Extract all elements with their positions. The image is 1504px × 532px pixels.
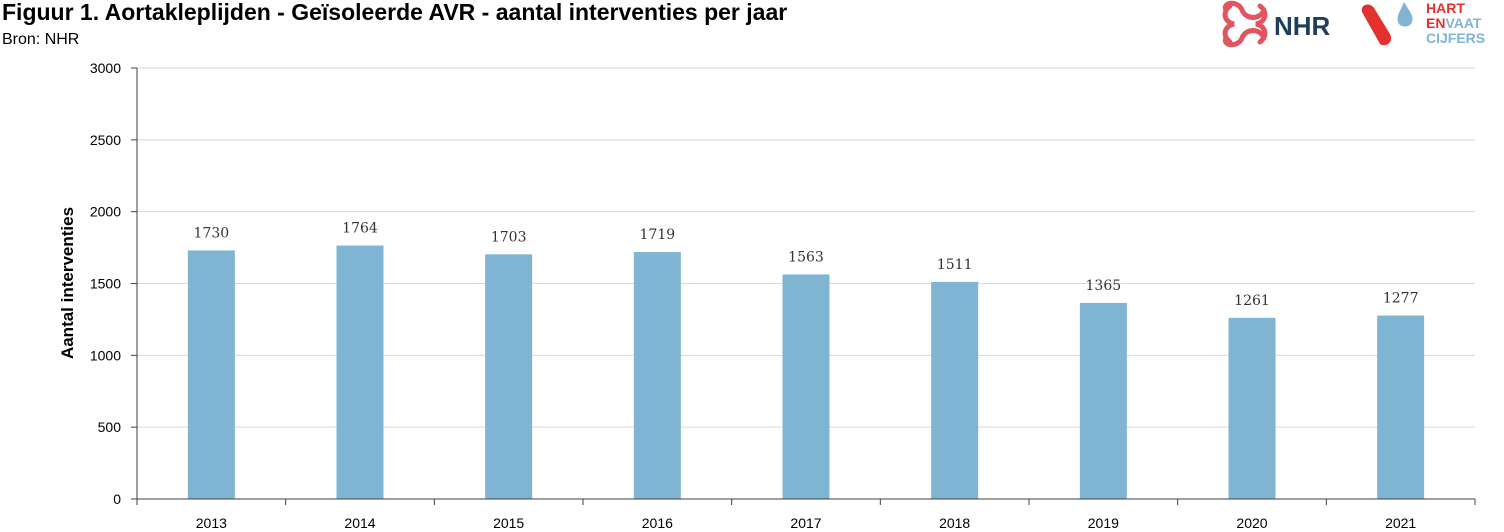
x-tick-label: 2017	[790, 515, 821, 531]
x-tick-label: 2020	[1236, 515, 1267, 531]
hart-en-vaat-logo: HART ENVAAT CIJFERS	[1361, 0, 1485, 46]
axes	[131, 67, 1476, 505]
y-tick-label: 1000	[90, 347, 121, 363]
water-drop-icon	[1397, 2, 1413, 27]
hev-line2b: VAAT	[1445, 15, 1481, 31]
x-tick-label: 2019	[1088, 515, 1119, 531]
x-tick-label: 2013	[196, 515, 227, 531]
bar	[1377, 315, 1425, 499]
x-tick-label: 2015	[493, 515, 524, 531]
y-tick-label: 3000	[90, 60, 121, 76]
hev-line1: HART	[1426, 0, 1465, 16]
bar	[633, 252, 681, 499]
data-label: 1703	[491, 229, 527, 245]
bar	[782, 274, 830, 499]
chart-source: Bron: NHR	[2, 31, 80, 48]
bars	[187, 245, 1425, 499]
data-label: 1277	[1383, 291, 1419, 307]
bar	[336, 245, 384, 499]
data-label: 1511	[937, 257, 973, 273]
x-tick-label: 2021	[1385, 515, 1416, 531]
hev-line2: ENVAAT	[1426, 15, 1482, 31]
bar	[187, 250, 235, 499]
nhr-logo-text: NHR	[1274, 11, 1331, 41]
data-label: 1764	[342, 221, 378, 237]
data-label: 1261	[1234, 293, 1270, 309]
nhr-logo: NHR	[1222, 0, 1331, 48]
hev-line2a: EN	[1426, 15, 1445, 31]
data-label: 1563	[788, 249, 824, 265]
data-label: 1730	[194, 225, 230, 241]
bar	[931, 281, 979, 499]
bar	[485, 254, 533, 499]
heart-drop-icon	[1361, 4, 1392, 46]
chart-title: Figuur 1. Aortakleplijden - Geïsoleerde …	[2, 0, 788, 25]
labels: 0 500 1000 1500 2000 2500 3000 1730 2013 1764 2014…	[90, 60, 1419, 531]
data-label: 1365	[1086, 278, 1122, 294]
y-tick-label: 2000	[90, 204, 121, 220]
x-tick-label: 2016	[642, 515, 673, 531]
y-tick-label: 500	[98, 419, 122, 435]
hev-line3: CIJFERS	[1426, 30, 1485, 46]
y-axis-title: Aantal interventies	[58, 207, 77, 359]
bar	[1228, 317, 1276, 499]
data-label: 1719	[640, 227, 676, 243]
x-tick-label: 2018	[939, 515, 970, 531]
nhr-cross-icon	[1222, 0, 1268, 48]
x-tick-label: 2014	[344, 515, 375, 531]
bar	[1079, 302, 1127, 499]
y-tick-label: 1500	[90, 276, 121, 292]
y-tick-label: 0	[113, 491, 121, 507]
y-tick-label: 2500	[90, 132, 121, 148]
